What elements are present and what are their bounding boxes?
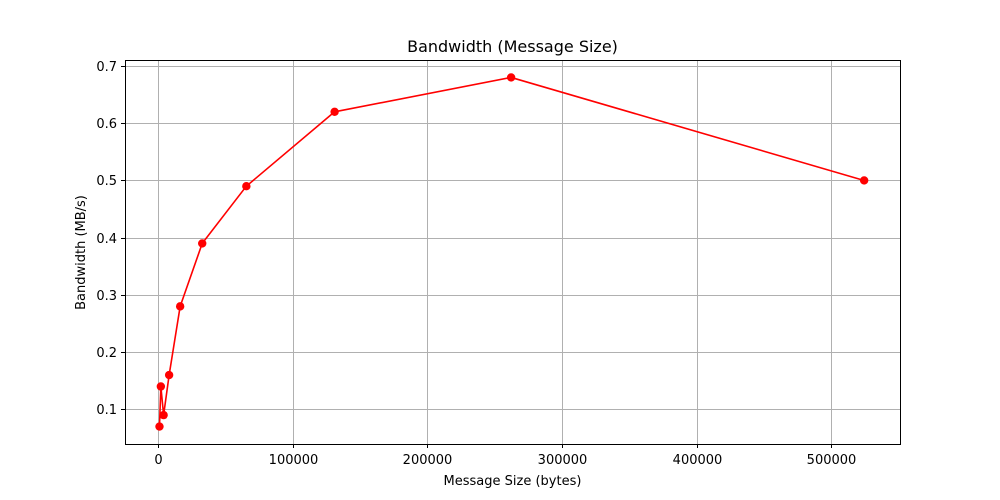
y-axis: 0.1 0.2 0.3 0.4 0.5 0.6 0.7 [96, 60, 125, 418]
data-point [242, 181, 251, 191]
plot-frame [125, 60, 901, 445]
y-tick-label: 0.7 [96, 60, 117, 75]
y-tick-label: 0.6 [96, 117, 117, 132]
data-point [506, 73, 516, 82]
x-tick-label: 300000 [538, 453, 588, 468]
x-tick-label: 0 [154, 453, 162, 468]
data-point [859, 176, 869, 185]
data-point [159, 410, 168, 420]
y-tick-label: 0.3 [96, 289, 117, 304]
y-tick-label: 0.2 [96, 346, 117, 361]
x-tick-label: 200000 [403, 453, 453, 468]
x-tick-label: 400000 [673, 453, 723, 468]
chart-title: Bandwidth (Message Size) [407, 37, 618, 56]
grid [125, 60, 900, 444]
data-point [155, 422, 164, 431]
series-line [158, 76, 865, 427]
series-layer [155, 73, 869, 431]
y-axis-label: Bandwidth (MB/s) [74, 195, 89, 310]
y-tick-label: 0.1 [96, 403, 117, 418]
x-axis-label: Message Size (bytes) [444, 474, 582, 489]
data-point [164, 370, 174, 380]
data-point [175, 302, 185, 311]
data-point [156, 382, 166, 391]
x-axis: 0 100000 200000 300000 400000 500000 [154, 444, 856, 468]
data-point [198, 239, 207, 248]
x-tick-label: 100000 [269, 453, 319, 468]
y-tick-label: 0.5 [96, 174, 117, 189]
data-point [330, 107, 339, 116]
x-tick-label: 500000 [807, 453, 857, 468]
y-tick-label: 0.4 [96, 232, 117, 247]
